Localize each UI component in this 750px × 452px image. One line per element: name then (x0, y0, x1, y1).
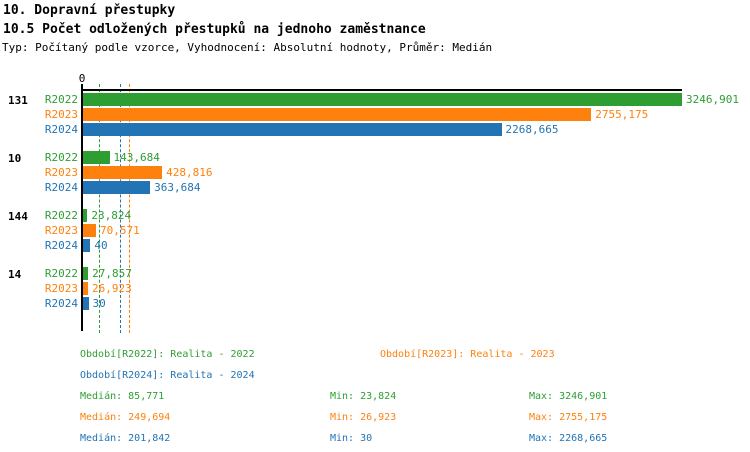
bar-value-label: 428,816 (166, 166, 213, 179)
page-title: 10. Dopravní přestupky (3, 3, 176, 18)
bar-r2023 (83, 224, 97, 237)
bar-r2022 (83, 209, 88, 222)
bar-r2023 (83, 166, 163, 179)
stat-max-r2023: Max: 2755,175 (529, 412, 608, 423)
bar-r2022 (83, 267, 89, 280)
legend-period-r2023: Období[R2023]: Realita - 2023 (380, 349, 555, 360)
median-line-r2024 (120, 84, 122, 333)
chart-title: 10.5 Počet odložených přestupků na jedno… (3, 22, 426, 37)
bar-r2024 (83, 297, 89, 310)
group-label: 144 (8, 210, 28, 223)
bar-value-label: 2268,665 (505, 123, 559, 136)
series-row-label: R2024 (44, 239, 78, 252)
series-row-label: R2024 (44, 123, 78, 136)
bar-r2022 (83, 93, 682, 106)
value-axis-line (81, 84, 83, 331)
bar-value-label: 70,571 (100, 224, 140, 237)
stat-min-r2023: Min: 26,923 (330, 412, 397, 423)
stat-median-r2022: Medián: 85,771 (80, 391, 165, 402)
group-label: 131 (8, 94, 28, 107)
bar-value-label: 143,684 (113, 151, 160, 164)
series-row-label: R2023 (44, 224, 78, 237)
bar-value-label: 3246,901 (686, 93, 739, 106)
bar-value-label: 26,923 (91, 282, 132, 295)
bar-value-label: 23,824 (91, 209, 132, 222)
bar-value-label: 2755,175 (595, 108, 649, 121)
bar-r2024 (83, 181, 151, 194)
series-row-label: R2023 (44, 166, 78, 179)
median-line-r2023 (129, 84, 131, 333)
legend-period-r2024: Období[R2024]: Realita - 2024 (80, 370, 255, 381)
series-row-label: R2022 (44, 93, 78, 106)
stat-median-r2024: Medián: 201,842 (80, 433, 171, 444)
series-row-label: R2024 (44, 181, 78, 194)
stat-max-r2024: Max: 2268,665 (529, 433, 608, 444)
series-row-label: R2024 (44, 297, 78, 310)
bar-r2024 (83, 239, 91, 252)
group-label: 10 (8, 152, 22, 165)
legend-period-r2022: Období[R2022]: Realita - 2022 (80, 349, 255, 360)
bar-value-label: 27,857 (92, 267, 132, 280)
axis-zero-tick-label: 0 (78, 72, 86, 85)
series-row-label: R2022 (44, 151, 78, 164)
stat-min-r2024: Min: 30 (330, 433, 373, 444)
stat-max-r2022: Max: 3246,901 (529, 391, 608, 402)
chart-meta-line: Typ: Počítaný podle vzorce, Vyhodnocení:… (2, 41, 493, 54)
bar-value-label: 40 (94, 239, 108, 252)
bar-r2024 (83, 123, 502, 136)
median-line-r2022 (98, 84, 100, 333)
series-row-label: R2023 (44, 108, 78, 121)
bar-r2023 (83, 108, 592, 121)
bar-value-label: 30 (92, 297, 106, 310)
stat-median-r2023: Medián: 249,694 (80, 412, 171, 423)
series-row-label: R2022 (44, 267, 78, 280)
chart-top-border (81, 89, 682, 91)
bar-r2023 (83, 282, 88, 295)
bar-value-label: 363,684 (154, 181, 201, 194)
series-row-label: R2023 (44, 282, 78, 295)
stat-min-r2022: Min: 23,824 (330, 391, 397, 402)
group-label: 14 (8, 268, 22, 281)
bar-r2022 (83, 151, 110, 164)
series-row-label: R2022 (44, 209, 78, 222)
bar-chart: 131 R2022 3246,901 R2023 2755,175 R2024 2268,6… (8, 72, 739, 333)
